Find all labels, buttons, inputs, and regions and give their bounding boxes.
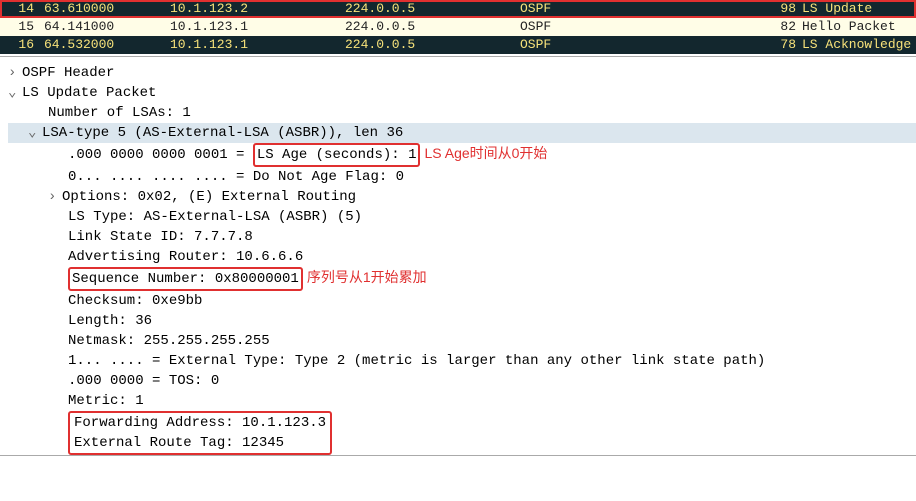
tree-leaf-num-lsas[interactable]: Number of LSAs: 1	[8, 103, 916, 123]
checksum-text: Checksum: 0xe9bb	[68, 293, 202, 309]
chevron-down-icon[interactable]: ⌄	[28, 123, 42, 143]
fwd-addr-text: Forwarding Address: 10.1.123.3	[74, 415, 326, 431]
chevron-down-icon[interactable]: ⌄	[8, 83, 22, 103]
netmask-text: Netmask: 255.255.255.255	[68, 333, 270, 349]
tree-leaf-metric[interactable]: Metric: 1	[8, 391, 916, 411]
packet-row[interactable]: 16 64.532000 10.1.123.1 224.0.0.5 OSPF 7…	[0, 36, 916, 54]
tree-leaf-netmask[interactable]: Netmask: 255.255.255.255	[8, 331, 916, 351]
col-len: 82	[770, 18, 800, 36]
packet-details-pane: ›OSPF Header ⌄LS Update Packet Number of…	[0, 56, 916, 456]
tree-node-lsa-type5[interactable]: ⌄LSA-type 5 (AS-External-LSA (ASBR)), le…	[8, 123, 916, 143]
packet-list: 14 63.610000 10.1.123.2 224.0.0.5 OSPF 9…	[0, 0, 916, 54]
col-dst: 224.0.0.5	[345, 18, 520, 36]
details-tree: ›OSPF Header ⌄LS Update Packet Number of…	[8, 63, 916, 455]
col-len: 78	[770, 36, 800, 54]
tree-node-ls-update[interactable]: ⌄LS Update Packet	[8, 83, 916, 103]
col-src: 10.1.123.1	[170, 36, 345, 54]
ls-age-annotation: LS Age时间从0开始	[424, 145, 547, 161]
lsa-header-text: LSA-type 5 (AS-External-LSA (ASBR)), len…	[42, 125, 403, 141]
ls-type-text: LS Type: AS-External-LSA (ASBR) (5)	[68, 209, 362, 225]
col-proto: OSPF	[520, 18, 770, 36]
tree-leaf-ls-age[interactable]: .000 0000 0000 0001 = LS Age (seconds): …	[8, 143, 916, 167]
col-info: LS Acknowledge	[800, 36, 916, 54]
ls-age-prefix: .000 0000 0000 0001 =	[68, 147, 253, 163]
do-not-age-text: 0... .... .... .... = Do Not Age Flag: 0	[68, 169, 404, 185]
col-info: Hello Packet	[800, 18, 916, 36]
fwd-ext-highlight: Forwarding Address: 10.1.123.3 External R…	[68, 411, 332, 455]
col-info: LS Update	[800, 0, 916, 18]
tree-leaf-seq[interactable]: Sequence Number: 0x80000001序列号从1开始累加	[8, 267, 916, 291]
ext-tag-text: External Route Tag: 12345	[74, 435, 284, 451]
tree-leaf-tos[interactable]: .000 0000 = TOS: 0	[8, 371, 916, 391]
ls-update-label: LS Update Packet	[22, 85, 156, 101]
tree-node-options[interactable]: ›Options: 0x02, (E) External Routing	[8, 187, 916, 207]
col-len: 98	[770, 0, 800, 18]
tree-leaf-ls-type[interactable]: LS Type: AS-External-LSA (ASBR) (5)	[8, 207, 916, 227]
col-no: 15	[0, 18, 40, 36]
col-no: 16	[0, 36, 40, 54]
packet-row[interactable]: 15 64.141000 10.1.123.1 224.0.0.5 OSPF 8…	[0, 18, 916, 36]
ospf-header-label: OSPF Header	[22, 65, 114, 81]
col-proto: OSPF	[520, 0, 770, 18]
num-lsas-text: Number of LSAs: 1	[48, 105, 191, 121]
adv-router-text: Advertising Router: 10.6.6.6	[68, 249, 303, 265]
tree-leaf-link-state-id[interactable]: Link State ID: 7.7.7.8	[8, 227, 916, 247]
chevron-right-icon[interactable]: ›	[48, 187, 62, 207]
tree-leaf-adv-router[interactable]: Advertising Router: 10.6.6.6	[8, 247, 916, 267]
tos-text: .000 0000 = TOS: 0	[68, 373, 219, 389]
seq-highlight: Sequence Number: 0x80000001	[68, 267, 303, 291]
col-proto: OSPF	[520, 36, 770, 54]
link-state-id-text: Link State ID: 7.7.7.8	[68, 229, 253, 245]
tree-node-ospf-header[interactable]: ›OSPF Header	[8, 63, 916, 83]
chevron-right-icon[interactable]: ›	[8, 63, 22, 83]
tree-leaf-checksum[interactable]: Checksum: 0xe9bb	[8, 291, 916, 311]
col-time: 64.141000	[40, 18, 170, 36]
tree-leaf-ext-type[interactable]: 1... .... = External Type: Type 2 (metri…	[8, 351, 916, 371]
col-time: 63.610000	[40, 0, 170, 18]
tree-leaf-do-not-age[interactable]: 0... .... .... .... = Do Not Age Flag: 0	[8, 167, 916, 187]
options-text: Options: 0x02, (E) External Routing	[62, 189, 356, 205]
col-src: 10.1.123.1	[170, 18, 345, 36]
tree-leaf-fwd-ext[interactable]: Forwarding Address: 10.1.123.3 External R…	[8, 411, 916, 455]
col-dst: 224.0.0.5	[345, 0, 520, 18]
packet-row[interactable]: 14 63.610000 10.1.123.2 224.0.0.5 OSPF 9…	[0, 0, 916, 18]
seq-annotation: 序列号从1开始累加	[307, 269, 427, 285]
col-src: 10.1.123.2	[170, 0, 345, 18]
tree-leaf-length[interactable]: Length: 36	[8, 311, 916, 331]
metric-text: Metric: 1	[68, 393, 144, 409]
length-text: Length: 36	[68, 313, 152, 329]
col-time: 64.532000	[40, 36, 170, 54]
ext-type-text: 1... .... = External Type: Type 2 (metri…	[68, 353, 765, 369]
col-dst: 224.0.0.5	[345, 36, 520, 54]
ls-age-highlight: LS Age (seconds): 1	[253, 143, 421, 167]
col-no: 14	[0, 0, 40, 18]
